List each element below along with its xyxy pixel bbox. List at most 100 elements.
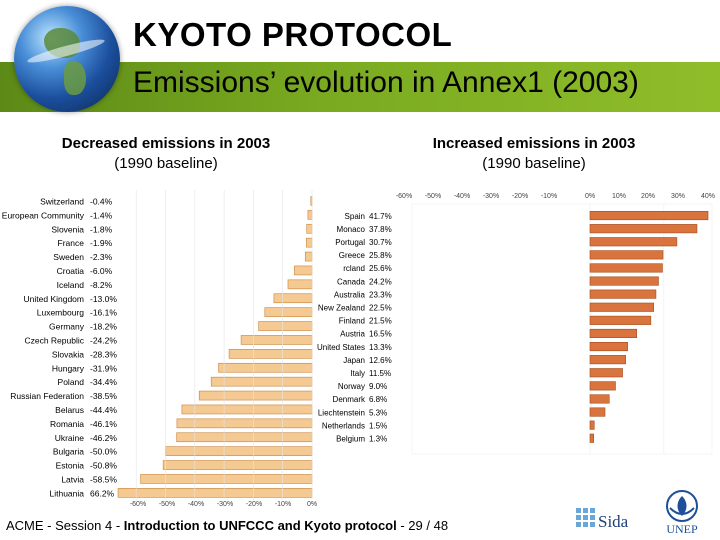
- right-category-label: Portugal: [335, 238, 365, 247]
- left-bar: [273, 293, 313, 304]
- right-category-label: Japan: [343, 356, 365, 365]
- left-category-label: Luxembourg: [37, 308, 85, 318]
- right-value-label: 13.3%: [369, 343, 392, 352]
- right-category-label: Greece: [339, 251, 366, 260]
- sida-logo-text: Sida: [598, 512, 629, 531]
- right-bar: [589, 289, 657, 299]
- footer-acronym: ACME: [6, 518, 44, 533]
- right-bar: [589, 224, 698, 234]
- right-bar: [589, 263, 663, 273]
- right-x-tick: -60%: [396, 193, 412, 200]
- right-category-label: Spain: [345, 212, 365, 221]
- right-value-label: 25.6%: [369, 264, 392, 273]
- left-category-label: Switzerland: [40, 196, 84, 206]
- left-value-label: -13.0%: [90, 294, 117, 304]
- unep-logo-text: UNEP: [666, 522, 698, 536]
- right-bar: [589, 433, 594, 443]
- left-chart-heading: Decreased emissions in 2003 (1990 baseli…: [28, 134, 304, 174]
- left-bar: [218, 362, 313, 373]
- left-category-label: Slovenia: [51, 224, 84, 234]
- right-bar: [589, 342, 628, 352]
- right-value-label: 5.3%: [369, 408, 387, 417]
- right-category-label: Netherlands: [322, 421, 365, 430]
- right-category-label: Austria: [340, 330, 365, 339]
- right-category-label: Liechtenstein: [318, 408, 365, 417]
- footer-page: - 29 / 48: [396, 518, 449, 533]
- right-value-label: 1.3%: [369, 434, 387, 443]
- right-value-label: 6.8%: [369, 395, 387, 404]
- right-category-label: New Zealand: [318, 303, 365, 312]
- right-value-label: 12.6%: [369, 356, 392, 365]
- left-value-label: -50.8%: [90, 461, 117, 471]
- left-category-label: Lithuania: [49, 488, 84, 498]
- footer-session: - Session 4 -: [43, 518, 124, 533]
- globe-logo: [14, 6, 120, 112]
- left-category-label: Belarus: [55, 405, 84, 415]
- right-value-label: 1.5%: [369, 421, 387, 430]
- right-bar: [589, 210, 709, 221]
- left-category-label: Russian Federation: [10, 391, 84, 401]
- slide-title: KYOTO PROTOCOL: [133, 16, 453, 53]
- right-bar: [589, 420, 595, 430]
- left-x-tick: -20%: [246, 501, 262, 508]
- right-bar: [589, 407, 606, 417]
- left-value-label: -28.3%: [90, 349, 117, 359]
- right-value-label: 24.2%: [369, 277, 392, 286]
- left-category-label: France: [58, 238, 85, 248]
- right-value-label: 41.7%: [369, 212, 392, 221]
- right-x-tick: -30%: [483, 193, 499, 200]
- left-bar: [162, 460, 313, 470]
- right-heading-line1: Increased emissions in 2003: [432, 135, 636, 152]
- left-value-label: -16.1%: [90, 308, 117, 318]
- left-value-label: -44.4%: [90, 405, 117, 415]
- right-value-label: 16.5%: [369, 330, 392, 339]
- left-x-tick: -40%: [188, 501, 204, 508]
- left-bar: [176, 418, 313, 429]
- right-bar: [589, 237, 678, 247]
- right-category-label: Denmark: [333, 395, 366, 404]
- left-bar: [181, 404, 313, 415]
- right-category-label: Monaco: [337, 225, 366, 234]
- left-value-label: -50.0%: [90, 447, 117, 457]
- right-category-label: rcland: [343, 264, 365, 273]
- left-value-label: -31.9%: [90, 363, 117, 373]
- right-bar: [589, 250, 664, 260]
- left-category-label: Hungary: [52, 363, 85, 373]
- left-category-label: Latvia: [61, 474, 84, 484]
- left-bar: [264, 307, 313, 317]
- left-bar: [240, 335, 313, 345]
- left-category-label: Czech Republic: [24, 335, 84, 345]
- left-x-tick: -60%: [130, 501, 146, 508]
- right-value-label: 9.0%: [369, 382, 387, 391]
- right-value-label: 23.3%: [369, 290, 392, 299]
- left-value-label: -1.8%: [90, 224, 113, 234]
- right-bar: [589, 328, 637, 338]
- left-bar: [304, 251, 313, 262]
- right-x-tick: -40%: [454, 193, 470, 200]
- left-bar: [176, 432, 313, 443]
- left-category-label: Estonia: [56, 461, 85, 471]
- unep-logo: UNEP: [666, 490, 698, 536]
- left-bar: [140, 474, 313, 484]
- right-x-tick: 30%: [671, 193, 685, 200]
- right-value-label: 11.5%: [369, 369, 391, 378]
- right-category-label: Belgium: [336, 434, 365, 443]
- left-bar: [165, 446, 313, 456]
- left-value-label: -46.2%: [90, 433, 117, 443]
- sida-logo: Sida: [576, 508, 629, 531]
- right-bar: [589, 368, 623, 378]
- left-x-tick: -50%: [159, 501, 175, 508]
- left-value-label: -46.1%: [90, 419, 117, 429]
- left-bar: [287, 279, 313, 290]
- left-value-label: 66.2%: [90, 488, 115, 498]
- right-bar: [589, 355, 626, 365]
- left-x-tick: -30%: [217, 501, 233, 508]
- right-bar: [589, 276, 659, 286]
- footer: ACME - Session 4 - Introduction to UNFCC…: [6, 518, 448, 533]
- right-x-tick: 40%: [701, 193, 715, 200]
- right-value-label: 30.7%: [369, 238, 392, 247]
- left-value-label: -1.4%: [90, 210, 113, 220]
- left-x-tick: -10%: [275, 501, 291, 508]
- left-value-label: -34.4%: [90, 377, 117, 387]
